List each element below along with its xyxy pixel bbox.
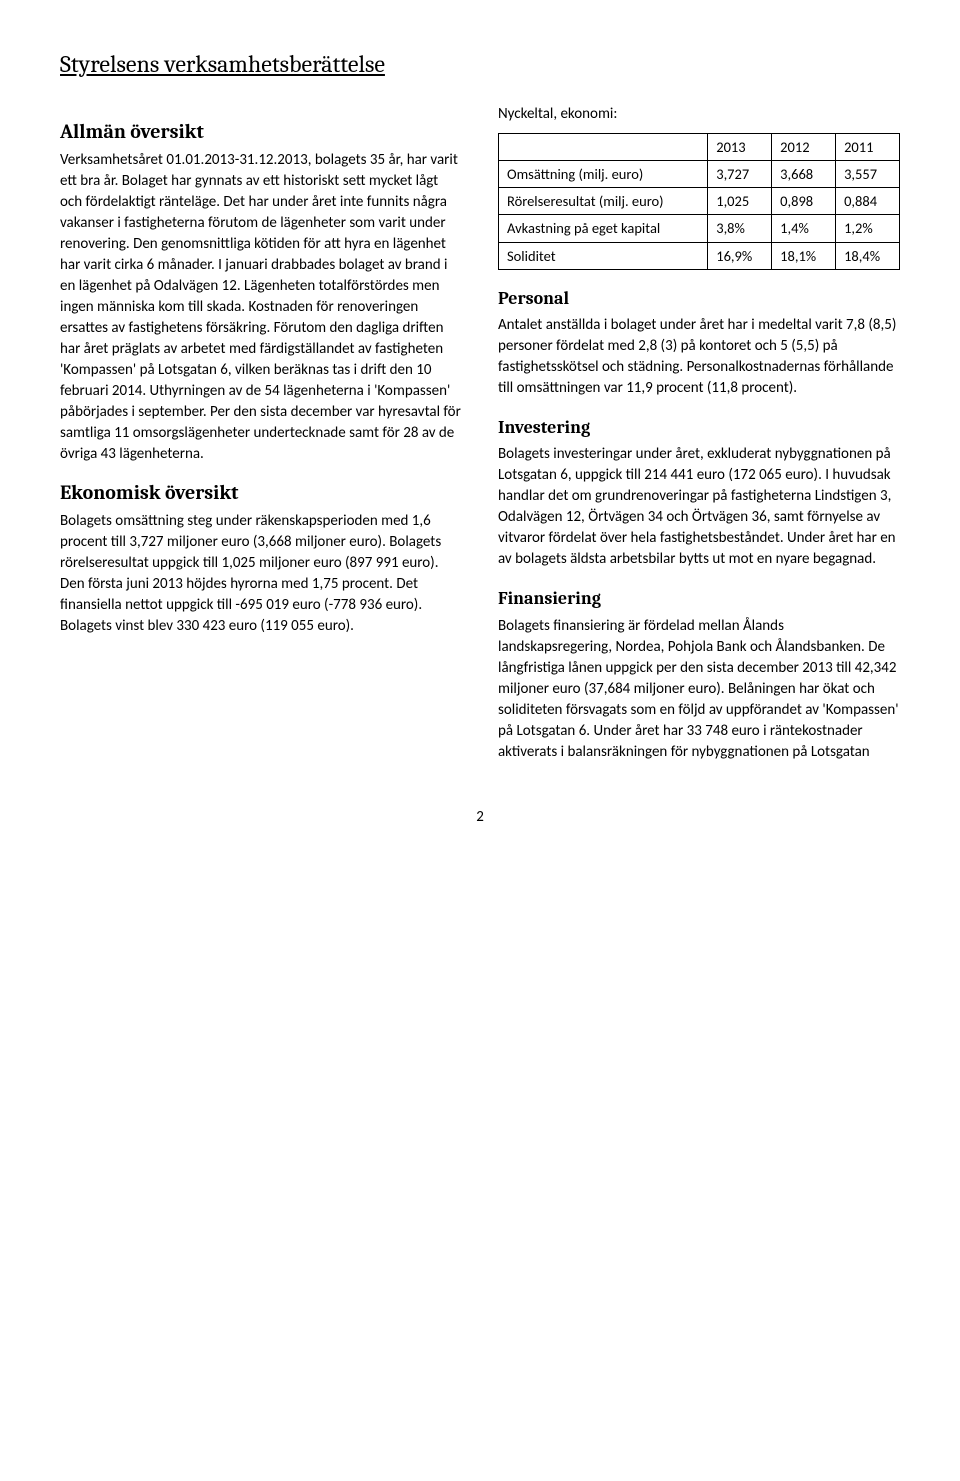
paragraph-investering: Bolagets investeringar under året, exklu… [498, 444, 900, 570]
right-column: Nyckeltal, ekonomi: 2013 2012 2011 Omsät… [498, 104, 900, 767]
paragraph-allman: Verksamhetsåret 01.01.2013-31.12.2013, b… [60, 150, 462, 465]
table-cell: 3,727 [708, 160, 772, 187]
table-row: Avkastning på eget kapital 3,8% 1,4% 1,2… [499, 215, 900, 242]
nyckeltal-table: 2013 2012 2011 Omsättning (milj. euro) 3… [498, 133, 900, 270]
paragraph-finansiering: Bolagets finansiering är fördelad mellan… [498, 616, 900, 763]
left-column: Allmän översikt Verksamhetsåret 01.01.20… [60, 104, 462, 767]
table-cell: Omsättning (milj. euro) [499, 160, 708, 187]
table-cell: 0,884 [836, 188, 900, 215]
table-cell: 16,9% [708, 242, 772, 269]
heading-ekonomisk-oversikt: Ekonomisk översikt [60, 479, 462, 507]
table-cell: Avkastning på eget kapital [499, 215, 708, 242]
table-cell: Rörelseresultat (milj. euro) [499, 188, 708, 215]
heading-finansiering: Finansiering [498, 586, 900, 611]
table-cell: 3,668 [772, 160, 836, 187]
paragraph-ekonomisk: Bolagets omsättning steg under räkenskap… [60, 511, 462, 637]
table-header-cell: 2013 [708, 133, 772, 160]
heading-allman-oversikt: Allmän översikt [60, 118, 462, 146]
table-header-cell: 2012 [772, 133, 836, 160]
table-header-cell [499, 133, 708, 160]
two-column-layout: Allmän översikt Verksamhetsåret 01.01.20… [60, 104, 900, 767]
table-cell: 0,898 [772, 188, 836, 215]
table-row: Rörelseresultat (milj. euro) 1,025 0,898… [499, 188, 900, 215]
table-cell: 18,4% [836, 242, 900, 269]
table-header-row: 2013 2012 2011 [499, 133, 900, 160]
table-cell: 1,2% [836, 215, 900, 242]
page-title: Styrelsens verksamhetsberättelse [60, 48, 900, 82]
table-row: Omsättning (milj. euro) 3,727 3,668 3,55… [499, 160, 900, 187]
table-cell: 18,1% [772, 242, 836, 269]
heading-personal: Personal [498, 286, 900, 311]
table-cell: 3,557 [836, 160, 900, 187]
heading-investering: Investering [498, 415, 900, 440]
table-cell: 3,8% [708, 215, 772, 242]
paragraph-personal: Antalet anställda i bolaget under året h… [498, 315, 900, 399]
table-cell: 1,4% [772, 215, 836, 242]
table-cell: Soliditet [499, 242, 708, 269]
nyckeltal-intro: Nyckeltal, ekonomi: [498, 104, 900, 125]
page-number: 2 [60, 807, 900, 828]
table-cell: 1,025 [708, 188, 772, 215]
table-row: Soliditet 16,9% 18,1% 18,4% [499, 242, 900, 269]
table-header-cell: 2011 [836, 133, 900, 160]
